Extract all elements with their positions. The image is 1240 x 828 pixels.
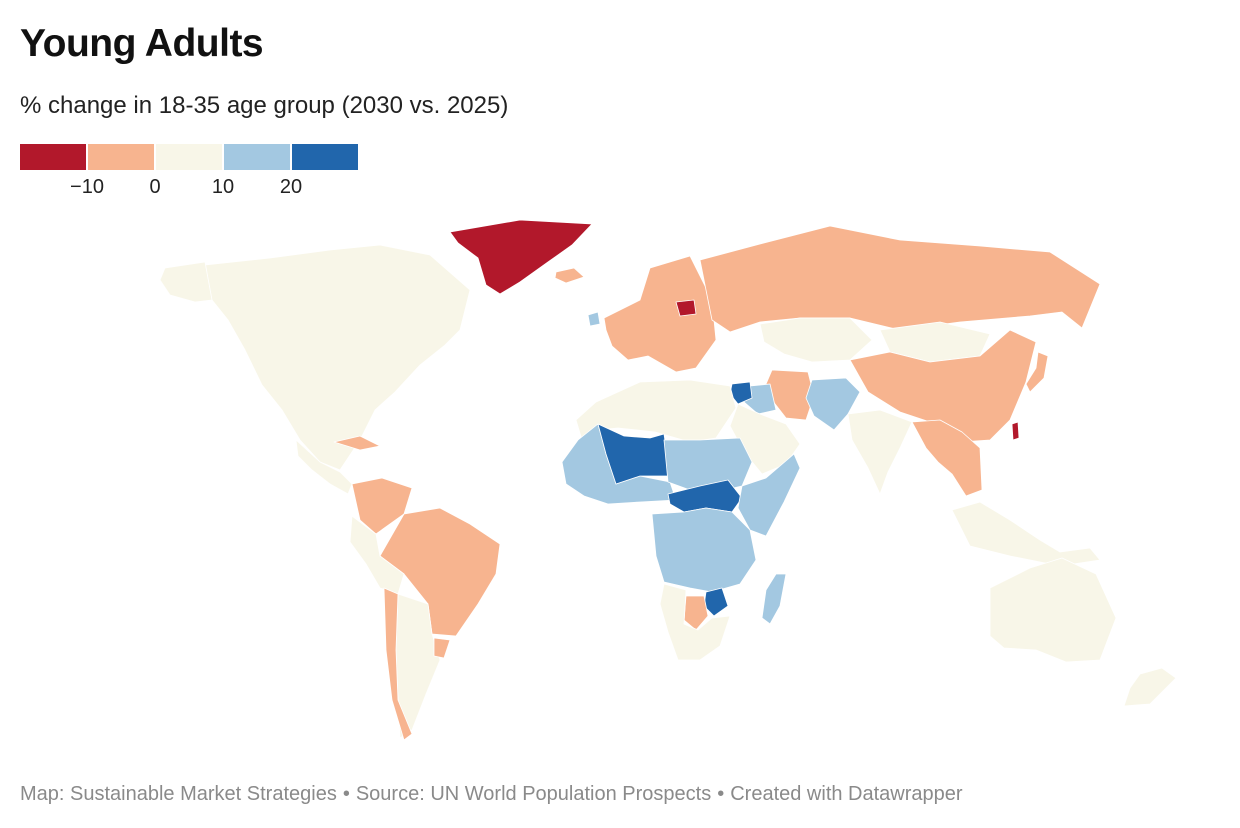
region-japan[interactable] — [1025, 351, 1049, 393]
world-map — [0, 205, 1240, 760]
region-australia[interactable] — [989, 557, 1117, 663]
source-credit: Source: UN World Population Prospects — [355, 783, 712, 805]
region-kazakhstan[interactable] — [759, 317, 873, 363]
region-north-america[interactable] — [194, 244, 471, 471]
region-central-africa[interactable] — [651, 507, 757, 593]
region-southeast-asia[interactable] — [911, 419, 983, 497]
legend-tick-2: 0 — [149, 176, 161, 198]
region-russia[interactable] — [699, 225, 1101, 333]
legend-bin-2 — [88, 144, 154, 170]
legend-tick-1: −10 — [70, 176, 104, 198]
region-afghanistan-pakistan[interactable] — [805, 377, 861, 431]
tool-credit: Created with Datawrapper — [730, 783, 963, 805]
footer-credits: Map: Sustainable Market Strategies • Sourc… — [20, 783, 963, 806]
region-uruguay[interactable] — [433, 637, 451, 659]
region-lithuania[interactable] — [675, 299, 697, 317]
region-zimbabwe[interactable] — [703, 587, 729, 617]
footer-separator: • — [342, 783, 350, 805]
region-caribbean[interactable] — [333, 435, 381, 451]
region-chile[interactable] — [383, 587, 413, 741]
region-taiwan[interactable] — [1011, 421, 1020, 441]
legend-bin-5 — [292, 144, 358, 170]
region-horn-of-africa[interactable] — [737, 453, 801, 537]
legend-bin-3 — [156, 144, 222, 170]
map-credit: Map: Sustainable Market Strategies — [20, 783, 337, 805]
region-india[interactable] — [847, 409, 913, 495]
region-indonesia[interactable] — [951, 501, 1101, 567]
region-alaska[interactable] — [159, 261, 213, 303]
region-new-zealand[interactable] — [1123, 667, 1177, 707]
legend-tick-3: 10 — [211, 176, 235, 198]
region-iceland[interactable] — [554, 267, 585, 284]
chart-title: Young Adults — [20, 22, 264, 65]
region-south-africa[interactable] — [659, 583, 731, 661]
region-madagascar[interactable] — [761, 573, 787, 625]
color-legend: −10 0 10 20 — [20, 144, 360, 200]
legend-tick-4: 20 — [279, 176, 303, 198]
region-greenland[interactable] — [449, 219, 593, 295]
chart-subtitle: % change in 18-35 age group (2030 vs. 20… — [20, 92, 509, 119]
footer-separator: • — [717, 783, 725, 805]
region-china[interactable] — [849, 329, 1037, 443]
region-europe[interactable] — [603, 255, 717, 373]
legend-bin-1 — [20, 144, 86, 170]
region-central-america[interactable] — [295, 439, 353, 495]
legend-bin-4 — [224, 144, 290, 170]
region-ireland[interactable] — [587, 311, 601, 327]
